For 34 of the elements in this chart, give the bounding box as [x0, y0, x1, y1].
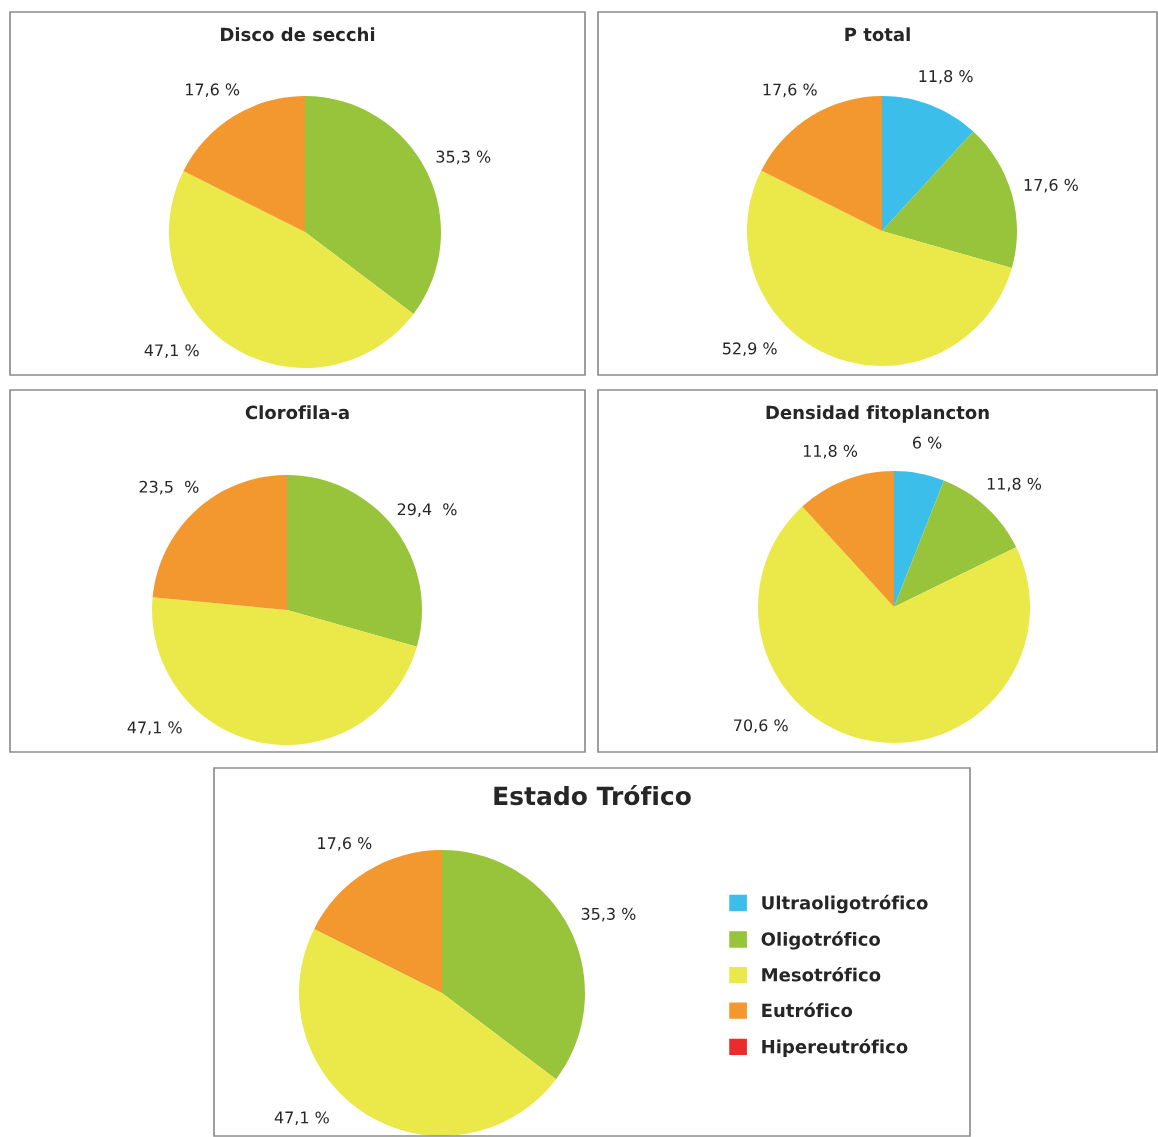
data-label: 52,9 %	[723, 342, 777, 357]
data-label: 17,6 %	[318, 837, 372, 851]
legend-label: Eutrófico	[762, 1002, 853, 1018]
data-label: 47,1 %	[274, 1111, 329, 1126]
data-label: 11,8 %	[987, 477, 1042, 492]
data-label: 17,6 %	[1024, 178, 1078, 193]
chart-title: Estado Trófico	[494, 784, 691, 806]
pie-slice	[882, 131, 1017, 269]
pie-slice	[314, 850, 442, 993]
data-label: 47,1 %	[144, 344, 199, 358]
data-label: 35,3 %	[436, 150, 491, 165]
data-label: 11,8 %	[803, 444, 858, 459]
chart-title: P total	[845, 27, 910, 42]
chart-title: Densidad fitoplancton	[766, 405, 989, 423]
data-label: 29,4 %	[397, 503, 457, 517]
data-label: 70,6 %	[734, 719, 788, 733]
legend-label: Ultraoligotrófico	[762, 894, 928, 914]
legend-label: Mesotrófico	[762, 966, 881, 982]
pie-slice	[802, 471, 894, 607]
chart-title: Disco de secchi	[221, 27, 375, 42]
chart-title: Clorofila-a	[245, 405, 349, 420]
data-label: 35,3 %	[581, 907, 636, 922]
data-label: 6 %	[912, 436, 942, 449]
data-label: 17,6 %	[763, 83, 817, 98]
data-label: 47,1 %	[127, 721, 182, 736]
legend-label: Oligotrófico	[761, 931, 881, 950]
pie-slice	[882, 96, 974, 231]
pie-slice	[183, 96, 305, 232]
data-label: 17,6 %	[186, 83, 240, 98]
data-label: 23,5 %	[139, 480, 199, 495]
pie-slice	[894, 471, 944, 607]
pie-slice	[761, 96, 882, 231]
data-label: 11,8 %	[919, 70, 973, 84]
legend-label: Hipereutrófico	[762, 1038, 908, 1057]
